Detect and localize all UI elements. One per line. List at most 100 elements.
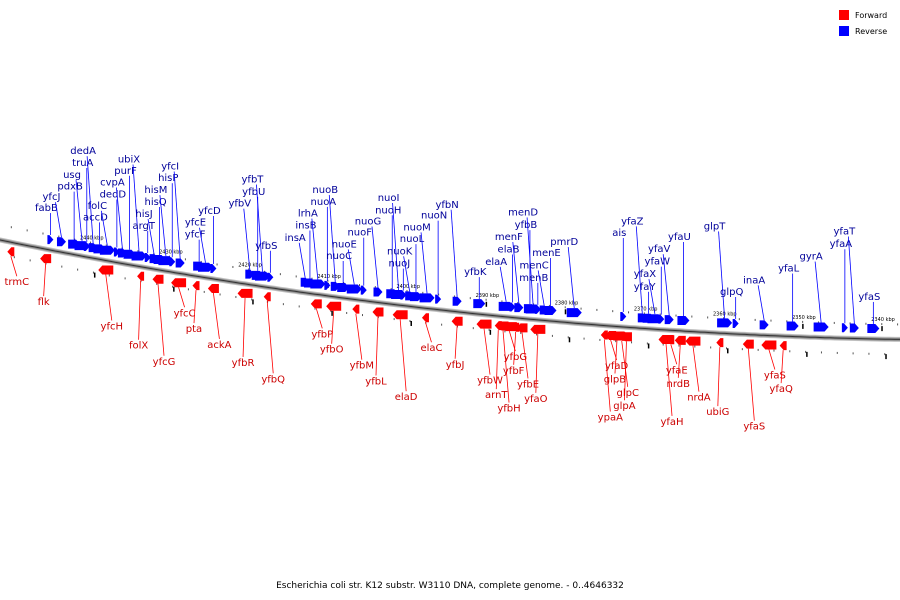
tick-label: 2380 kbp	[555, 300, 579, 306]
minor-tick-lower	[472, 327, 474, 330]
reverse-gene-label: dedD	[100, 190, 127, 201]
minor-tick-upper	[438, 293, 440, 296]
minor-tick-upper	[501, 300, 503, 303]
minor-tick-lower	[773, 349, 775, 352]
reverse-gene-label: yfbN	[435, 200, 458, 211]
major-tick-lower	[252, 299, 254, 305]
reverse-gene-label: accD	[83, 212, 108, 223]
reverse-gene-leader	[526, 217, 534, 305]
reverse-gene-label: argT	[132, 221, 155, 232]
genome-axis	[0, 237, 900, 342]
forward-gene-arrow	[98, 265, 114, 275]
reverse-gene-arrow	[849, 323, 859, 333]
reverse-gene-label: pmrD	[550, 237, 578, 248]
forward-gene-leader	[425, 322, 432, 343]
forward-gene-leader	[614, 340, 618, 374]
forward-gene-label: ubiG	[706, 407, 729, 418]
forward-gene-label: yfbF	[503, 366, 525, 377]
reverse-gene-label: yfbT	[242, 175, 265, 186]
minor-tick-upper	[295, 275, 297, 278]
forward-gene-arrow	[742, 339, 754, 349]
forward-gene-label: yfaO	[524, 394, 548, 405]
reverse-gene-arrow	[373, 287, 383, 297]
minor-tick-upper	[517, 301, 519, 304]
forward-gene-leader	[178, 287, 185, 308]
reverse-gene-leader	[567, 247, 575, 309]
major-tick-upper	[485, 301, 488, 307]
axis-core	[0, 239, 900, 340]
forward-gene-leader	[535, 333, 539, 393]
tick-label: 2350 kbp	[792, 315, 816, 321]
reverse-gene-arrow	[310, 279, 326, 289]
minor-tick-upper	[564, 306, 566, 309]
minor-tick-upper	[453, 295, 455, 298]
reverse-gene-leader	[256, 184, 263, 272]
reverse-gene-label: dedA	[70, 146, 96, 157]
reverse-gene-leader	[347, 249, 355, 285]
forward-gene-arrow	[137, 271, 145, 281]
minor-tick-lower	[536, 333, 538, 336]
minor-tick-lower	[741, 348, 743, 351]
minor-tick-lower	[187, 288, 189, 291]
tick-label: 2440 kbp	[80, 236, 104, 242]
reverse-gene-leader	[199, 227, 206, 263]
reverse-gene-leader	[757, 285, 765, 321]
reverse-gene-label: hisQ	[144, 197, 166, 208]
forward-gene-label: nrdA	[687, 393, 711, 404]
minor-tick-upper	[691, 315, 693, 318]
reverse-gene-arrow	[131, 251, 147, 261]
reverse-gene-label: menB	[519, 273, 548, 284]
forward-gene-leader	[495, 330, 499, 390]
genome-caption: Escherichia coli str. K12 substr. W3110 …	[276, 581, 624, 591]
reverse-gene-arrow	[337, 282, 350, 292]
reverse-gene-arrow	[419, 293, 435, 303]
tick-label: 2340 kbp	[871, 317, 895, 323]
reverse-gene-leader	[116, 187, 123, 249]
reverse-gene-arrow	[717, 318, 733, 328]
forward-gene-label: glpA	[613, 401, 635, 412]
forward-gene-label: yfaS	[764, 371, 786, 382]
minor-tick-upper	[58, 235, 60, 238]
minor-tick-upper	[675, 314, 677, 317]
reverse-gene-label: pdxB	[57, 182, 83, 193]
reverse-gene-leader	[512, 242, 520, 304]
minor-tick-upper	[42, 232, 44, 235]
forward-gene-arrow	[207, 283, 219, 293]
forward-gene-leader	[603, 339, 611, 412]
forward-gene-arrow	[152, 274, 164, 284]
minor-tick-lower	[583, 337, 585, 340]
major-tick-upper	[564, 309, 567, 315]
minor-tick-upper	[738, 318, 740, 321]
minor-tick-lower	[362, 314, 363, 317]
minor-tick-upper	[548, 304, 550, 307]
minor-tick-lower	[441, 323, 443, 326]
reverse-gene-label: yfbU	[242, 187, 265, 198]
forward-gene-arrow	[600, 330, 608, 340]
reverse-gene-label: hisJ	[135, 209, 152, 220]
reverse-gene-label: yfaU	[668, 232, 691, 243]
reverse-gene-label: nuoC	[326, 251, 352, 262]
forward-gene-arrow	[512, 322, 520, 332]
forward-gene-arrow	[192, 281, 200, 291]
forward-gene-arrow	[685, 336, 701, 346]
minor-tick-lower	[282, 303, 284, 306]
reverse-gene-label: yfaZ	[621, 216, 644, 227]
forward-gene-arrow	[372, 307, 384, 317]
forward-gene-leader	[665, 343, 673, 416]
minor-tick-lower	[789, 350, 791, 353]
minor-tick-upper	[105, 244, 107, 247]
tick-label: 2370 kbp	[634, 306, 658, 312]
minor-tick-lower	[61, 265, 63, 268]
reverse-gene-arrow	[544, 306, 557, 316]
forward-gene-leader	[193, 290, 197, 324]
reverse-gene-arrow	[813, 322, 829, 332]
forward-gene-arrow	[516, 323, 528, 333]
minor-tick-upper	[184, 258, 186, 261]
major-tick-lower	[93, 272, 96, 278]
minor-tick-lower	[488, 328, 490, 331]
legend-forward-swatch	[839, 10, 849, 20]
reverse-gene-leader	[420, 232, 428, 294]
reverse-gene-leader	[814, 261, 822, 323]
minor-tick-lower	[520, 331, 522, 334]
